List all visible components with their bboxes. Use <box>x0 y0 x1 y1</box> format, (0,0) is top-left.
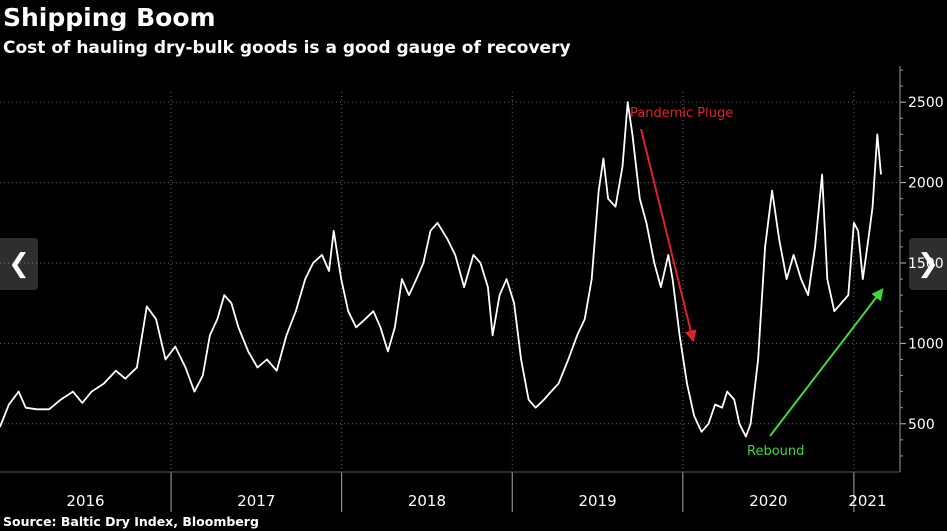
annotation-pandemic-label: Pandemic Pluge <box>630 106 733 121</box>
chevron-right-icon: ❯ <box>917 249 939 279</box>
x-tick-label: 2020 <box>749 492 787 510</box>
y-tick-label: 2500 <box>908 95 944 111</box>
y-tick-label: 500 <box>908 417 935 433</box>
chevron-left-icon: ❮ <box>8 249 30 279</box>
chart-subtitle: Cost of hauling dry-bulk goods is a good… <box>3 38 571 58</box>
x-tick-label: 2016 <box>66 492 104 510</box>
y-tick-label: 1500 <box>908 256 944 272</box>
x-tick-label: 2018 <box>408 492 446 510</box>
y-tick-label: 2000 <box>908 176 944 192</box>
previous-button[interactable]: ❮ <box>0 238 38 290</box>
gridlines <box>0 92 900 472</box>
next-button[interactable]: ❯ <box>909 238 947 290</box>
x-tick-label: 2021 <box>848 492 886 510</box>
annotations: Pandemic Pluge Rebound <box>630 106 884 459</box>
annotation-rebound-label: Rebound <box>747 444 804 459</box>
axes: 500 1000 1500 2000 2500 2016 2017 2018 2019 2020 2… <box>0 66 944 512</box>
annotation-pandemic-arrow <box>640 128 697 343</box>
annotation-rebound-arrow <box>769 288 884 437</box>
series-line <box>0 101 882 438</box>
y-tick-label: 1000 <box>908 336 944 352</box>
chart-title: Shipping Boom <box>3 3 216 32</box>
series-layer <box>0 101 882 438</box>
x-tick-label: 2017 <box>237 492 275 510</box>
source-note: Source: Baltic Dry Index, Bloomberg <box>3 514 259 529</box>
x-tick-label: 2019 <box>578 492 616 510</box>
